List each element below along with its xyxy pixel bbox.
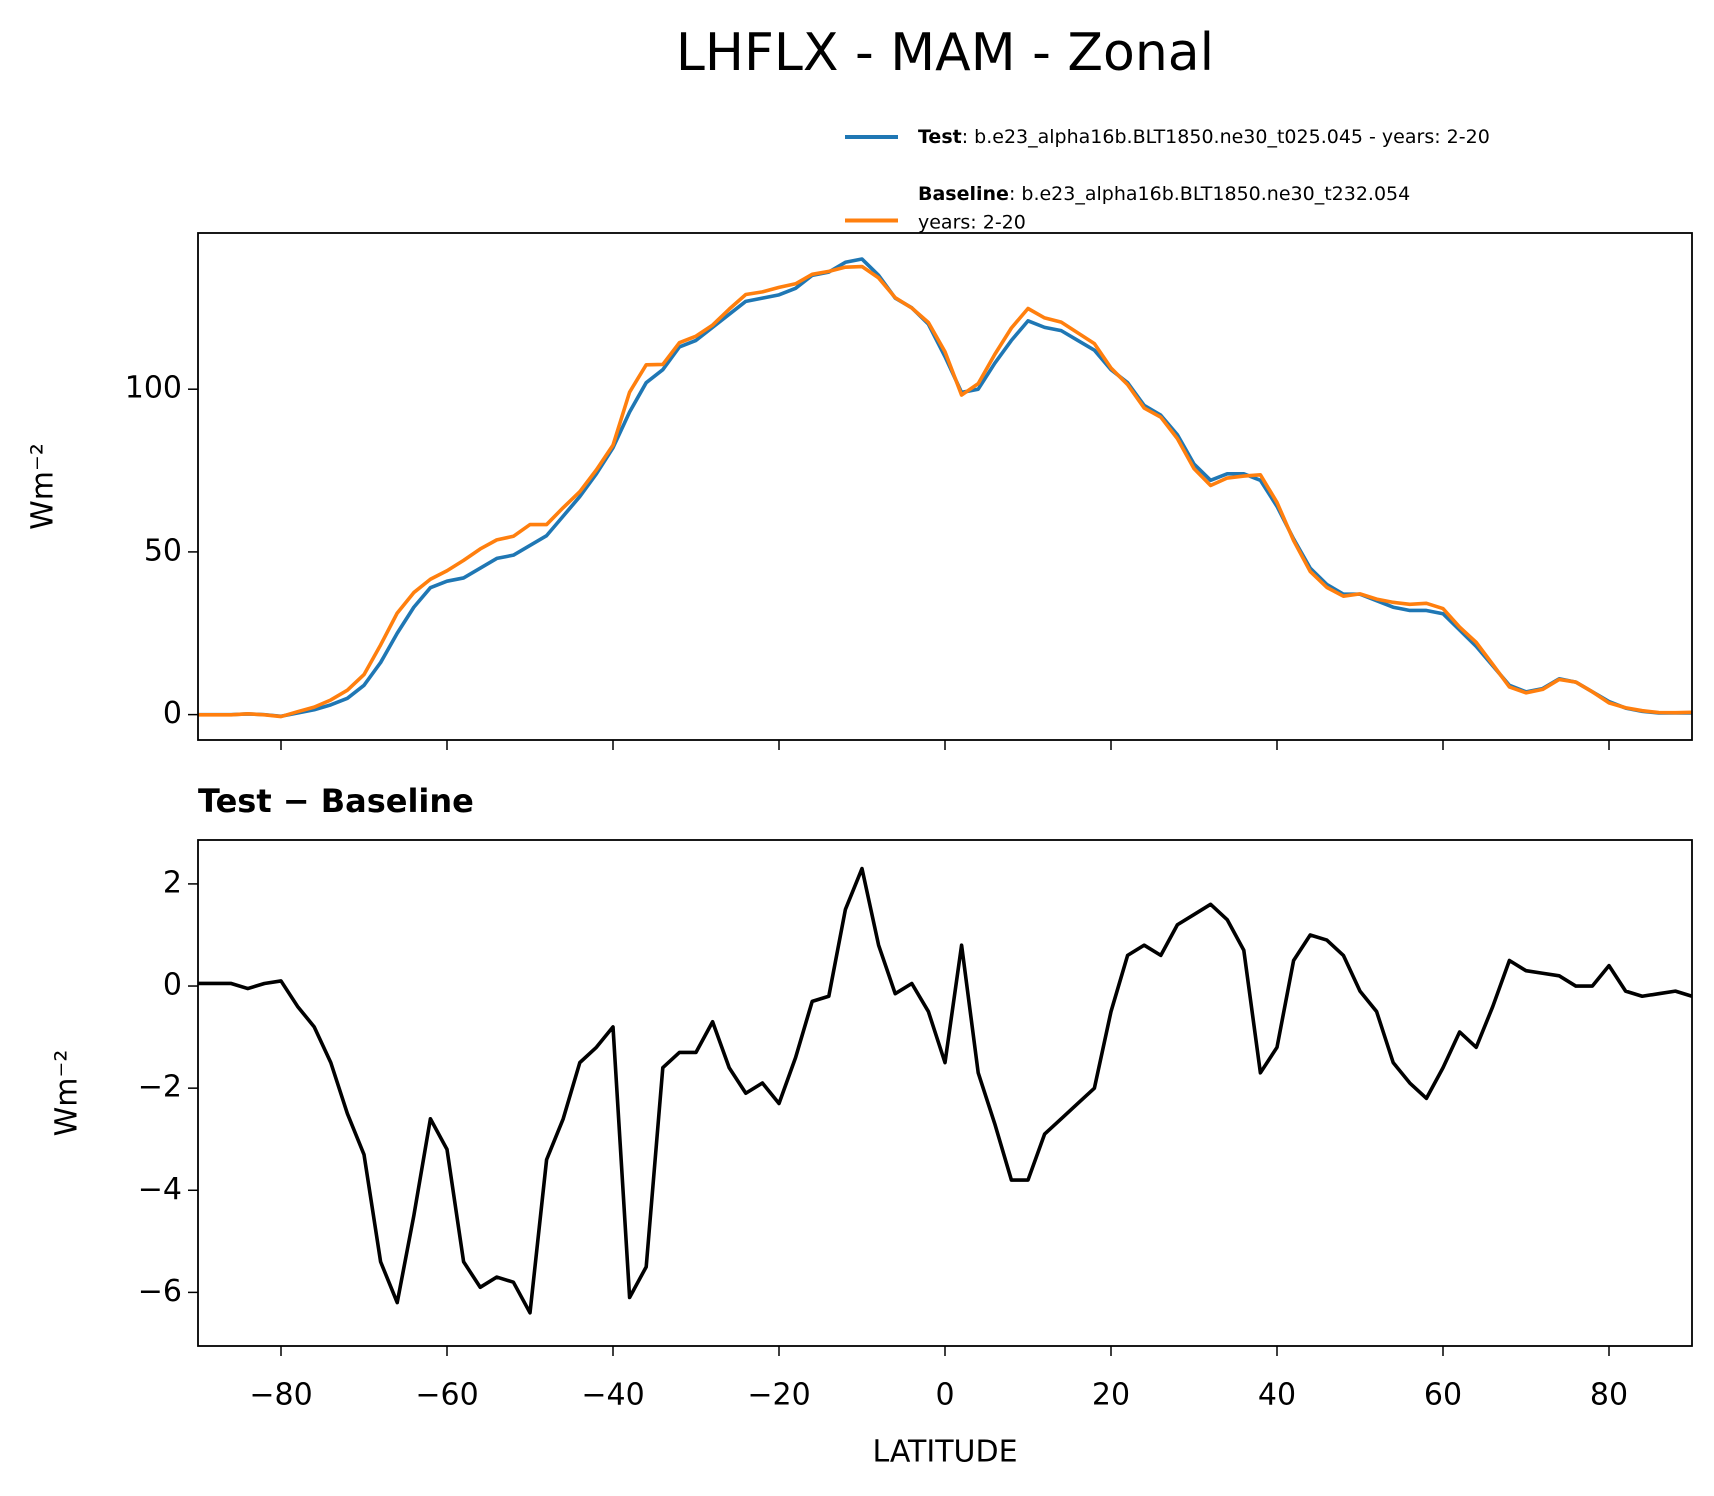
- y-tick-label: 0: [163, 696, 182, 731]
- figure-title: LHFLX - MAM - Zonal: [676, 23, 1214, 83]
- x-tick-label: 0: [935, 1378, 954, 1413]
- legend-label: Baseline: b.e23_alpha16b.BLT1850.ne30_t2…: [918, 183, 1410, 205]
- legend-description: : b.e23_alpha16b.BLT1850.ne30_t025.045 -…: [962, 126, 1490, 148]
- x-tick-label: −20: [747, 1378, 810, 1413]
- plot-frame: [197, 839, 1693, 1347]
- y-tick-label: −4: [138, 1172, 182, 1207]
- y-tick-label: 2: [163, 865, 182, 900]
- y-tick-label: 100: [125, 371, 182, 406]
- x-tick-label: 80: [1590, 1378, 1628, 1413]
- legend-name: Test: [918, 126, 962, 148]
- y-tick-label: −2: [138, 1070, 182, 1105]
- x-tick-label: −60: [415, 1378, 478, 1413]
- x-tick-label: 20: [1092, 1378, 1130, 1413]
- legend-name: Baseline: [918, 183, 1009, 205]
- x-tick-label: 40: [1258, 1378, 1296, 1413]
- subplot-title: Test − Baseline: [198, 782, 474, 820]
- data-line: [198, 264, 1693, 719]
- legend-description: : b.e23_alpha16b.BLT1850.ne30_t232.054: [1009, 183, 1410, 205]
- x-tick-label: 60: [1424, 1378, 1462, 1413]
- y-tick-label: 0: [163, 968, 182, 1003]
- x-tick-label: −80: [249, 1378, 312, 1413]
- y-axis-label: Wm⁻²: [26, 443, 61, 530]
- x-tick-label: −40: [581, 1378, 644, 1413]
- y-tick-label: −6: [138, 1274, 182, 1309]
- y-axis-label: Wm⁻²: [50, 1050, 85, 1137]
- plot-frame: [197, 232, 1693, 741]
- data-line: [198, 866, 1693, 1315]
- legend-description: years: 2-20: [918, 212, 1026, 234]
- legend-label: Test: b.e23_alpha16b.BLT1850.ne30_t025.0…: [918, 126, 1490, 148]
- y-tick-label: 50: [144, 533, 182, 568]
- x-axis-label: LATITUDE: [872, 1435, 1017, 1470]
